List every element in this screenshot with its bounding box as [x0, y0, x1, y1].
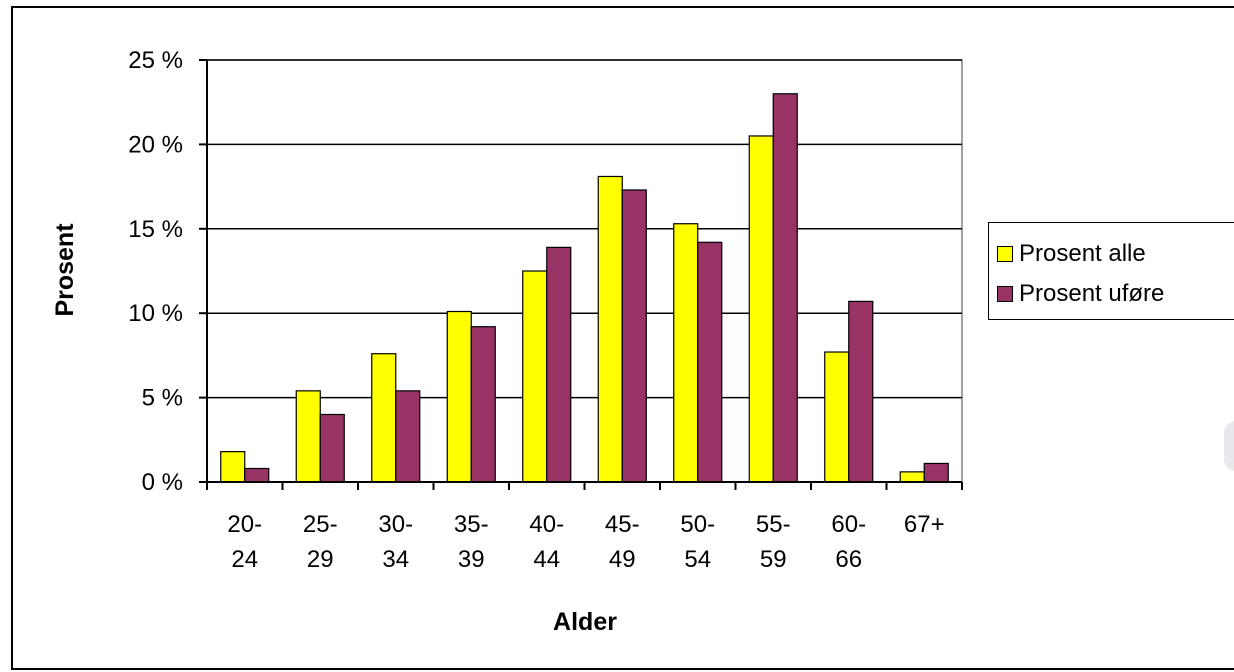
x-tick-label: 50-54 [680, 511, 715, 573]
legend-item-prosent-alle: Prosent alle [997, 239, 1146, 269]
x-tick-label: 40-44 [529, 511, 564, 573]
x-tick-label: 35-39 [454, 511, 489, 573]
x-tick-label: 45-49 [605, 511, 640, 573]
legend: Prosent alle Prosent uføre [988, 222, 1234, 320]
bar-prosent-alle [446, 310, 472, 483]
bar-prosent-ufore [470, 326, 496, 483]
x-tick-labels: 20-24 25-29 30-34 35-39 40-44 45-49 50-54 55-59… [227, 511, 944, 573]
bar-prosent-ufore [244, 467, 270, 483]
bar-prosent-alle [824, 351, 850, 483]
y-tick-label: 0 % [142, 469, 183, 496]
y-tick-label: 5 % [142, 385, 183, 412]
bar-prosent-ufore [395, 390, 421, 483]
x-tick-label: 20-24 [227, 511, 262, 573]
bars [220, 93, 949, 483]
bar-prosent-alle [522, 270, 548, 483]
bar-prosent-alle [371, 353, 397, 483]
bar-prosent-ufore [621, 189, 647, 483]
x-axis-title: Alder [553, 608, 617, 636]
legend-item-prosent-ufore: Prosent uføre [997, 279, 1164, 309]
bar-prosent-ufore [319, 413, 345, 483]
bar-prosent-ufore [923, 462, 949, 483]
bar-prosent-alle [673, 223, 699, 483]
x-tick-label: 30-34 [378, 511, 413, 573]
bar-prosent-ufore [772, 93, 798, 483]
scroll-handle[interactable] [1224, 421, 1234, 471]
bar-prosent-alle [220, 451, 246, 483]
bar-prosent-alle [295, 390, 321, 483]
y-axis-title: Prosent [51, 223, 79, 317]
bar-prosent-alle [899, 471, 925, 483]
legend-label: Prosent uføre [1019, 280, 1165, 307]
axes [199, 59, 963, 490]
x-tick-label: 60-66 [831, 511, 866, 573]
y-tick-labels: 0 % 5 % 10 % 15 % 20 % 25 % [128, 47, 183, 496]
x-tick-label: 25-29 [303, 511, 338, 573]
x-tick-label: 55-59 [756, 511, 791, 573]
legend-label: Prosent alle [1019, 240, 1146, 267]
bar-prosent-ufore [546, 246, 572, 483]
y-tick-label: 25 % [128, 47, 183, 74]
legend-swatch-prosent-alle [997, 246, 1013, 262]
y-tick-label: 20 % [128, 131, 183, 158]
y-tick-label: 10 % [128, 300, 183, 327]
bar-prosent-ufore [697, 241, 723, 483]
x-tick-label: 67+ [904, 511, 945, 538]
y-tick-label: 15 % [128, 216, 183, 243]
bar-prosent-ufore [848, 300, 874, 483]
bar-prosent-alle [597, 175, 623, 483]
bar-prosent-alle [748, 135, 774, 483]
legend-swatch-prosent-ufore [997, 286, 1013, 302]
